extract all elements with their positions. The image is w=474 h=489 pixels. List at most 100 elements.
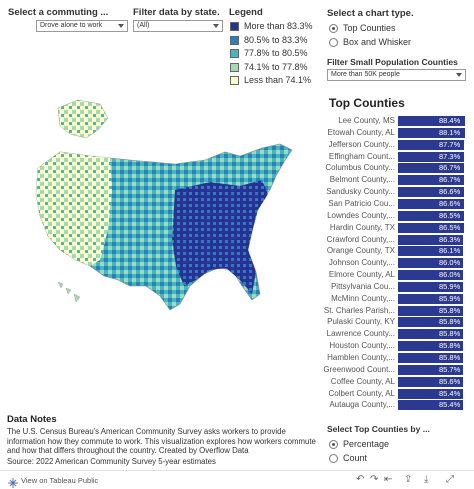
bar[interactable] xyxy=(398,400,463,411)
legend-swatch xyxy=(230,62,239,72)
bar-value-label: 85.8% xyxy=(439,329,461,339)
bar-row[interactable]: Pittsylvania Cou... 85.9% xyxy=(325,281,465,293)
share-icon[interactable]: ⇪ xyxy=(404,474,413,485)
bar-value-label: 87.7% xyxy=(439,139,461,149)
small-pop-filter-title: Filter Small Population Counties xyxy=(327,57,458,67)
southeast-region xyxy=(172,180,268,294)
legend-label: 80.5% to 83.3% xyxy=(244,34,308,45)
bar-row[interactable]: Effingham Count... 87.3% xyxy=(325,151,465,163)
county-label: Pittsylvania Cou... xyxy=(330,281,395,291)
bar-row[interactable]: Houston County,... 85.8% xyxy=(325,340,465,352)
bar-row[interactable]: Orange County, TX 86.1% xyxy=(325,245,465,257)
bar[interactable] xyxy=(398,151,465,162)
bar-row[interactable]: San Patricio Cou... 86.6% xyxy=(325,198,465,210)
legend-swatch xyxy=(230,22,239,31)
hawaii-region xyxy=(57,281,81,303)
download-icon[interactable]: ⤓ xyxy=(424,474,429,485)
bar[interactable] xyxy=(398,139,465,150)
bar[interactable] xyxy=(398,329,464,340)
bar[interactable] xyxy=(398,270,464,281)
legend-swatch xyxy=(230,49,239,58)
county-label: Effingham Count... xyxy=(328,151,395,161)
bar[interactable] xyxy=(398,222,464,233)
bar[interactable] xyxy=(398,198,464,209)
bar-value-label: 85.8% xyxy=(439,353,461,362)
bar-row[interactable]: Elmore County, AL 86.0% xyxy=(325,269,465,281)
bar-row[interactable]: McMinn County,... 85.9% xyxy=(325,293,465,305)
bar[interactable] xyxy=(398,163,464,174)
county-label: Columbus County... xyxy=(325,163,395,173)
bar[interactable] xyxy=(398,364,463,375)
county-label: Elmore County, AL xyxy=(328,270,395,280)
legend-label: 74.1% to 77.8% xyxy=(244,61,308,72)
bar[interactable] xyxy=(398,175,464,186)
chevron-down-icon xyxy=(456,73,462,77)
bar[interactable] xyxy=(398,210,464,221)
bar-row[interactable]: Greenwood Count... 85.7% xyxy=(323,364,465,376)
bar[interactable] xyxy=(398,127,465,138)
view-on-tableau-link[interactable]: View on Tableau Public xyxy=(21,476,99,485)
bar[interactable] xyxy=(398,234,464,245)
county-label: Houston County,... xyxy=(329,341,395,351)
bar-row[interactable]: Johnson County,... 86.0% xyxy=(325,257,465,269)
revert-icon[interactable]: ⇤ xyxy=(384,474,393,485)
bar-row[interactable]: Lawrence County... 85.8% xyxy=(325,328,465,340)
chevron-down-icon xyxy=(118,24,124,28)
bar-row[interactable]: Crawford County,... 86.3% xyxy=(325,234,465,246)
county-label: Belmont County,... xyxy=(329,175,395,185)
county-label: McMinn County,... xyxy=(331,293,395,303)
bar-value-label: 85.8% xyxy=(439,341,461,351)
tableau-logo-icon xyxy=(8,475,18,489)
fullscreen-icon[interactable]: ⤢ xyxy=(446,474,454,485)
redo-icon[interactable]: ↷ xyxy=(370,474,379,485)
bar-row[interactable]: Belmont County,... 86.7% xyxy=(325,174,465,186)
bar[interactable] xyxy=(398,246,464,257)
bar[interactable] xyxy=(398,293,464,304)
bar-value-label: 88.1% xyxy=(439,127,461,137)
legend-swatch xyxy=(230,76,239,85)
bar-row[interactable]: Hardin County, TX 86.5% xyxy=(325,222,465,234)
bar[interactable] xyxy=(398,376,463,387)
notes-title: Data Notes xyxy=(7,414,57,425)
county-label: Etowah County, AL xyxy=(327,127,395,137)
bar-value-label: 86.5% xyxy=(439,222,461,232)
legend-label: 77.8% to 80.5% xyxy=(244,48,308,58)
bar-row[interactable]: Coffee County, AL 85.6% xyxy=(325,376,465,388)
bar-row[interactable]: St. Charles Parish... 85.8% xyxy=(324,305,465,317)
bar[interactable] xyxy=(398,187,464,198)
bar-row[interactable]: Jefferson County... 87.7% xyxy=(325,139,465,151)
bar[interactable] xyxy=(398,341,464,352)
bar-row[interactable]: Columbus County... 86.7% xyxy=(325,162,465,174)
commute-select[interactable]: Drove alone to work xyxy=(36,20,128,32)
bar[interactable] xyxy=(398,388,463,399)
bar[interactable] xyxy=(398,353,464,363)
bar-value-label: 85.8% xyxy=(439,305,461,315)
bar-row[interactable]: Lowndes County,... 86.5% xyxy=(325,210,465,222)
us-county-map[interactable] xyxy=(0,90,322,330)
bar[interactable] xyxy=(398,281,464,292)
bar-value-label: 86.7% xyxy=(439,163,461,173)
bar-row[interactable]: Autauga County,... 85.4% xyxy=(325,399,465,411)
bar[interactable] xyxy=(398,317,464,328)
county-label: Hamblen County,... xyxy=(327,353,395,362)
bar-value-label: 86.0% xyxy=(439,270,461,280)
bar-row[interactable]: Hamblen County,... 85.8% xyxy=(325,352,465,364)
bar[interactable] xyxy=(398,305,464,316)
chart-type-title: Select a chart type. xyxy=(327,8,414,19)
bar-value-label: 85.9% xyxy=(439,293,461,303)
radio-label: Box and Whisker xyxy=(343,37,412,47)
small-pop-select[interactable]: More than 50K people xyxy=(327,69,466,81)
county-label: Lowndes County,... xyxy=(327,210,395,220)
radio-selected-icon xyxy=(329,24,338,33)
state-select[interactable]: (All) xyxy=(133,20,223,32)
undo-icon[interactable]: ↶ xyxy=(356,474,365,485)
bar-row[interactable]: Lee County, MS 88.4% xyxy=(325,115,465,127)
bar[interactable] xyxy=(398,116,465,126)
west-region xyxy=(36,152,112,266)
bar-row[interactable]: Pulaski County, KY 85.8% xyxy=(325,316,465,328)
bar-value-label: 86.0% xyxy=(439,258,461,268)
bar-row[interactable]: Sandusky County... 86.6% xyxy=(325,186,465,198)
bar[interactable] xyxy=(398,258,464,269)
bar-row[interactable]: Colbert County, AL 85.4% xyxy=(325,388,465,400)
bar-row[interactable]: Etowah County, AL 88.1% xyxy=(325,127,465,139)
